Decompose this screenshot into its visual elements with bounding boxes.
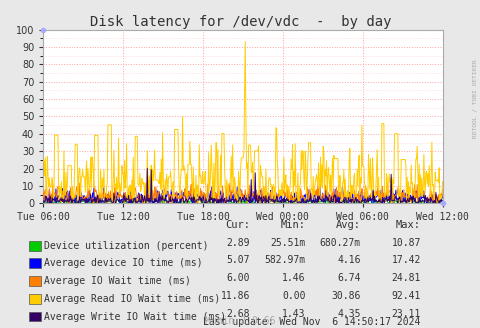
Text: 582.97m: 582.97m xyxy=(264,256,305,265)
Text: 4.16: 4.16 xyxy=(336,256,360,265)
Text: 1.46: 1.46 xyxy=(281,273,305,283)
Text: Average Write IO Wait time (ms): Average Write IO Wait time (ms) xyxy=(44,312,226,321)
Text: Device utilization (percent): Device utilization (percent) xyxy=(44,241,208,251)
Text: Max:: Max: xyxy=(395,220,420,230)
Bar xyxy=(29,294,41,304)
Text: 23.11: 23.11 xyxy=(391,309,420,318)
Text: Average IO Wait time (ms): Average IO Wait time (ms) xyxy=(44,276,191,286)
Bar xyxy=(29,241,41,251)
Text: 6.00: 6.00 xyxy=(226,273,250,283)
Text: Last update: Wed Nov  6 14:50:17 2024: Last update: Wed Nov 6 14:50:17 2024 xyxy=(203,318,420,327)
Text: Average Read IO Wait time (ms): Average Read IO Wait time (ms) xyxy=(44,294,220,304)
Text: 4.35: 4.35 xyxy=(336,309,360,318)
Text: 6.74: 6.74 xyxy=(336,273,360,283)
Text: 0.00: 0.00 xyxy=(281,291,305,301)
Text: 25.51m: 25.51m xyxy=(270,238,305,248)
Text: Avg:: Avg: xyxy=(335,220,360,230)
Text: 680.27m: 680.27m xyxy=(319,238,360,248)
Text: RDTOOL / TOBI OETIKER: RDTOOL / TOBI OETIKER xyxy=(471,59,476,138)
Text: Min:: Min: xyxy=(280,220,305,230)
Text: 5.07: 5.07 xyxy=(226,256,250,265)
Text: 2.68: 2.68 xyxy=(226,309,250,318)
Text: Disk latency for /dev/vdc  -  by day: Disk latency for /dev/vdc - by day xyxy=(90,15,390,29)
Text: 30.86: 30.86 xyxy=(331,291,360,301)
Text: 2.89: 2.89 xyxy=(226,238,250,248)
Text: 1.43: 1.43 xyxy=(281,309,305,318)
Bar xyxy=(29,258,41,268)
Text: 17.42: 17.42 xyxy=(391,256,420,265)
Text: Average device IO time (ms): Average device IO time (ms) xyxy=(44,258,203,268)
Text: Munin 2.0.66: Munin 2.0.66 xyxy=(205,317,275,326)
Text: 92.41: 92.41 xyxy=(391,291,420,301)
Text: 10.87: 10.87 xyxy=(391,238,420,248)
Bar xyxy=(29,276,41,286)
Text: 11.86: 11.86 xyxy=(220,291,250,301)
Bar xyxy=(29,312,41,321)
Text: Cur:: Cur: xyxy=(225,220,250,230)
Text: 24.81: 24.81 xyxy=(391,273,420,283)
